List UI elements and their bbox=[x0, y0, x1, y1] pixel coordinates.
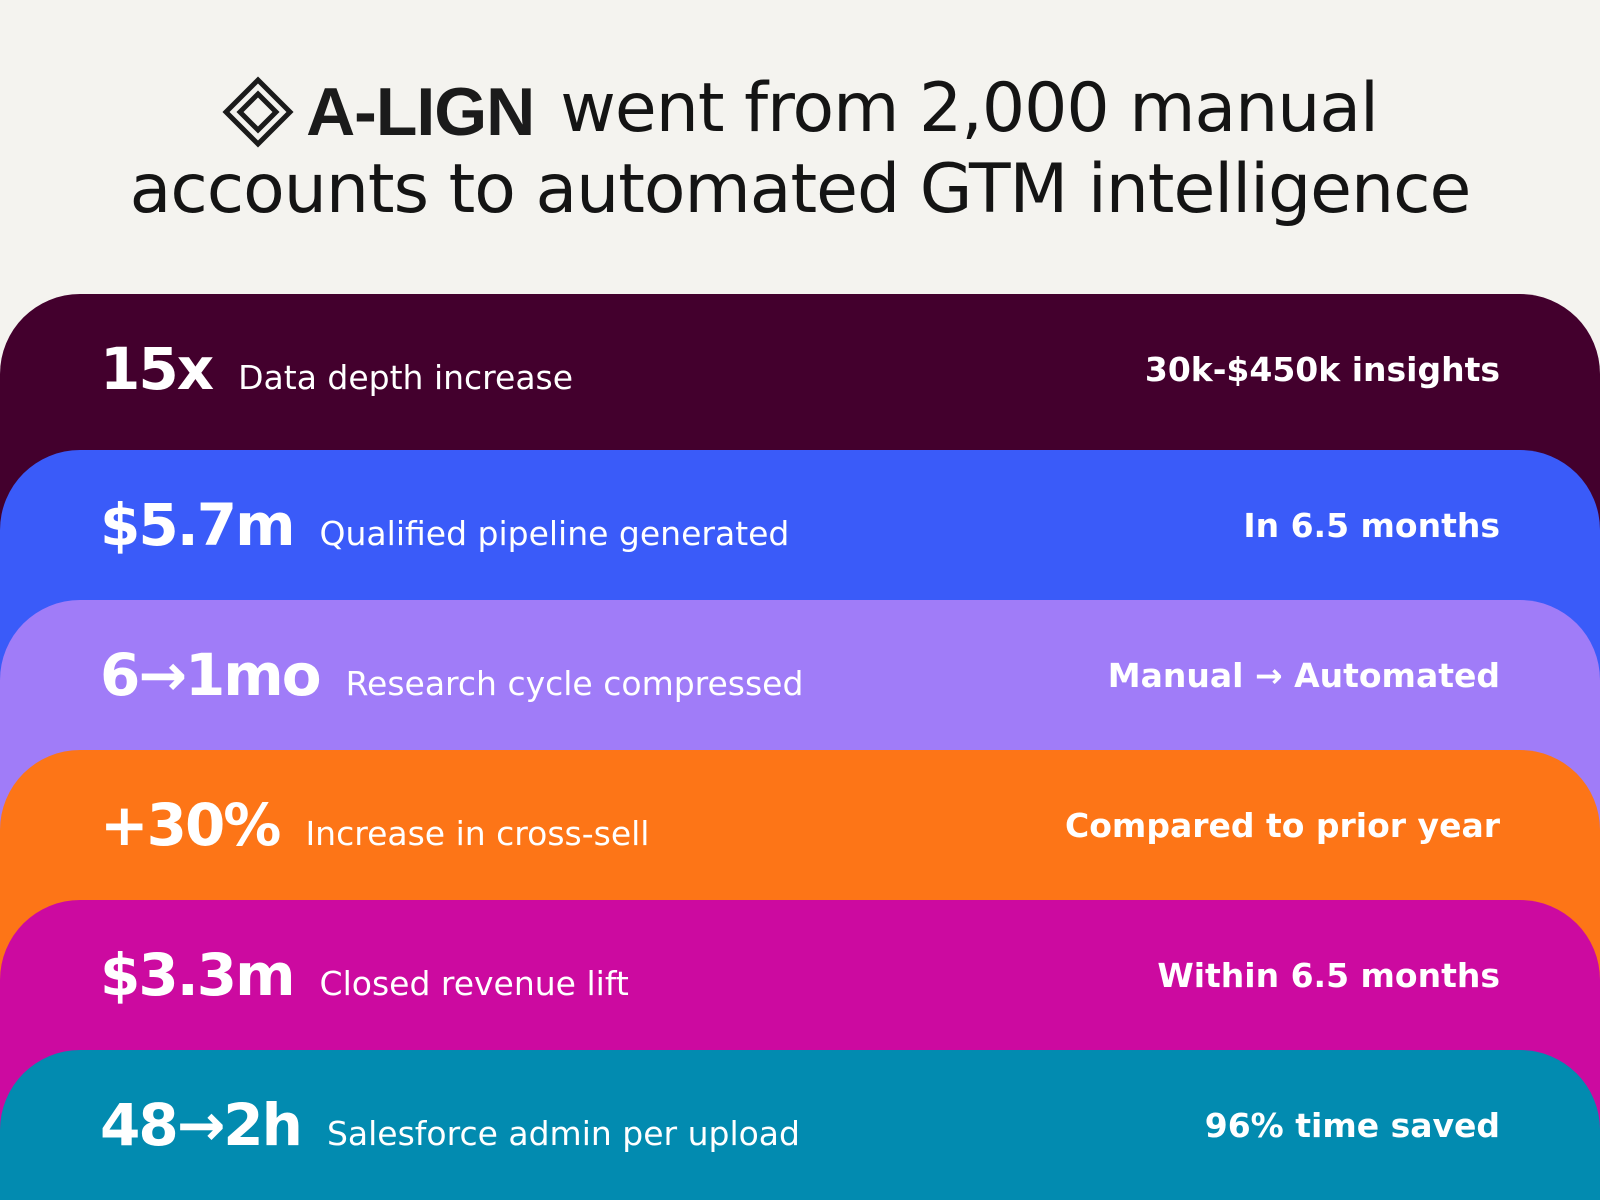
stat-note: 96% time saved bbox=[1204, 1105, 1500, 1145]
headline: A-LIGN went from 2,000 manual accounts t… bbox=[0, 70, 1600, 229]
stat-metric: 15x bbox=[100, 335, 214, 403]
stat-label: Data depth increase bbox=[238, 358, 574, 397]
brand-logo: A-LIGN bbox=[222, 73, 535, 151]
stat-label: Increase in cross-sell bbox=[305, 814, 650, 853]
stat-note: Within 6.5 months bbox=[1157, 955, 1500, 995]
stat-metric: $5.7m bbox=[100, 491, 296, 559]
stat-label: Salesforce admin per upload bbox=[326, 1114, 800, 1153]
diamond-logo-icon bbox=[222, 76, 294, 148]
stat-band-5: 48→2h Salesforce admin per upload 96% ti… bbox=[0, 1050, 1600, 1200]
stat-note: Compared to prior year bbox=[1065, 805, 1500, 845]
stat-metric: 6→1mo bbox=[100, 641, 322, 709]
stat-metric: +30% bbox=[100, 791, 281, 859]
brand-name: A-LIGN bbox=[306, 74, 535, 151]
headline-line-1: A-LIGN went from 2,000 manual bbox=[0, 70, 1600, 151]
stat-metric: 48→2h bbox=[100, 1091, 303, 1159]
stat-label: Research cycle compressed bbox=[345, 664, 804, 703]
stat-note: Manual → Automated bbox=[1107, 655, 1500, 695]
stat-metric: $3.3m bbox=[100, 941, 296, 1009]
stat-label: Qualified pipeline generated bbox=[319, 514, 790, 553]
stat-note: In 6.5 months bbox=[1243, 505, 1500, 545]
stat-note: 30k-$450k insights bbox=[1144, 349, 1500, 389]
stat-label: Closed revenue lift bbox=[319, 964, 629, 1003]
headline-text-1: went from 2,000 manual bbox=[560, 69, 1379, 148]
headline-line-2: accounts to automated GTM intelligence bbox=[129, 150, 1472, 230]
